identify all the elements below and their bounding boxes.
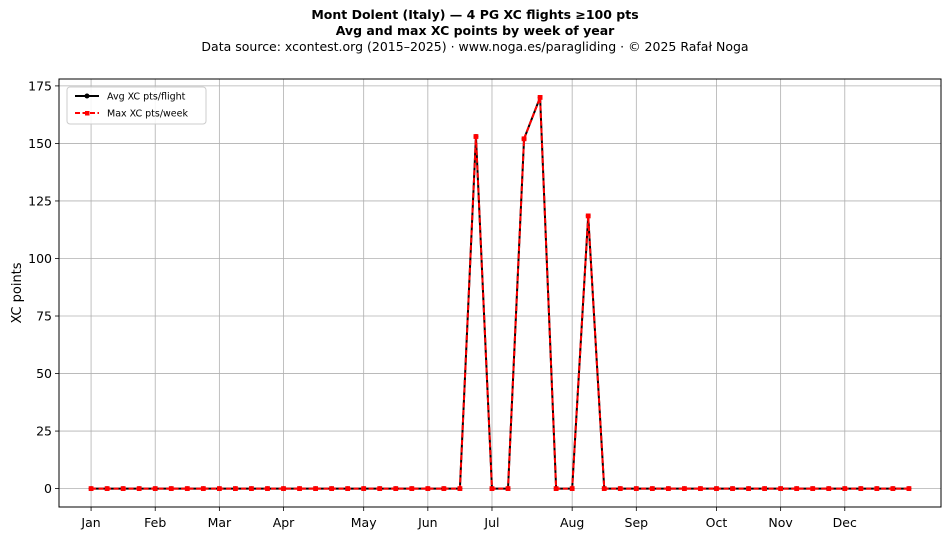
x-tick-label: Apr xyxy=(273,515,295,530)
y-tick-label: 100 xyxy=(28,251,52,266)
max-data-point xyxy=(152,486,158,491)
max-data-point xyxy=(826,486,832,491)
y-tick-label: 50 xyxy=(36,366,52,381)
y-tick-label: 25 xyxy=(36,424,52,439)
max-data-point xyxy=(649,486,655,491)
legend-avg-marker xyxy=(84,93,90,99)
max-data-point xyxy=(553,486,559,491)
max-data-point xyxy=(617,486,623,491)
max-data-point xyxy=(810,486,816,491)
chart-title-block: Mont Dolent (Italy) — 4 PG XC flights ≥1… xyxy=(0,7,950,55)
max-data-point xyxy=(104,486,110,491)
max-data-point xyxy=(345,486,351,491)
series-layer xyxy=(88,95,912,491)
max-data-point xyxy=(521,136,527,142)
x-tick-label: Dec xyxy=(833,515,857,530)
y-tick-label: 175 xyxy=(28,78,52,93)
legend: Avg XC pts/flight Max XC pts/week xyxy=(66,86,207,125)
legend-max-marker xyxy=(85,111,90,116)
tick-layer: Jan Feb Mar Apr May Jun Jul Aug Sep Oct Nov Dec 0 25 5… xyxy=(28,78,857,530)
y-tick-label: 75 xyxy=(36,309,52,324)
max-data-point xyxy=(601,486,607,491)
max-data-point xyxy=(505,486,511,491)
chart-title: Mont Dolent (Italy) — 4 PG XC flights ≥1… xyxy=(311,7,639,22)
x-tick-label: Oct xyxy=(706,515,728,530)
avg-series-line xyxy=(91,96,909,490)
x-tick-label: Mar xyxy=(208,515,232,530)
chart-source-note: Data source: xcontest.org (2015–2025) · … xyxy=(201,39,749,54)
x-tick-label: Nov xyxy=(768,515,793,530)
max-data-point xyxy=(714,486,719,491)
max-data-point xyxy=(746,486,751,491)
max-data-point xyxy=(906,486,912,491)
max-data-point xyxy=(377,486,383,491)
max-data-point xyxy=(249,486,254,491)
max-data-point xyxy=(537,95,543,100)
max-data-point xyxy=(441,486,447,491)
max-data-point xyxy=(778,486,784,491)
y-tick-label: 0 xyxy=(44,481,52,496)
max-data-point xyxy=(665,486,671,491)
max-data-point xyxy=(569,486,575,491)
max-data-point xyxy=(233,486,238,491)
legend-max-label: Max XC pts/week xyxy=(107,109,188,120)
max-data-point xyxy=(297,486,302,491)
max-data-point xyxy=(184,486,190,491)
max-data-point xyxy=(473,134,479,139)
max-series-line xyxy=(91,96,909,490)
max-data-point xyxy=(698,486,703,491)
x-tick-label: Aug xyxy=(560,515,584,530)
y-axis-label: XC points xyxy=(10,262,25,323)
grid-layer xyxy=(59,79,941,507)
max-data-point xyxy=(874,486,880,491)
max-data-point xyxy=(409,486,415,491)
x-tick-label: Jun xyxy=(417,515,438,530)
max-data-point xyxy=(633,486,639,491)
x-tick-label: May xyxy=(351,515,377,530)
max-data-point xyxy=(393,486,399,491)
max-data-point xyxy=(762,486,767,491)
x-tick-label: Sep xyxy=(625,515,649,530)
y-tick-label: 125 xyxy=(28,193,52,208)
legend-avg-label: Avg XC pts/flight xyxy=(107,92,186,103)
max-data-point xyxy=(794,486,800,491)
plot-frame xyxy=(58,78,942,508)
max-data-point xyxy=(842,486,848,491)
max-data-point xyxy=(120,486,126,491)
max-data-point xyxy=(890,486,896,491)
max-data-point xyxy=(265,486,270,491)
max-data-point xyxy=(168,486,174,491)
max-data-point xyxy=(361,486,367,491)
max-data-point xyxy=(585,213,591,219)
y-tick-label: 150 xyxy=(28,136,52,151)
max-data-point xyxy=(858,486,864,491)
x-tick-label: Jul xyxy=(483,515,499,530)
max-data-point xyxy=(730,486,735,491)
max-data-point xyxy=(313,486,318,491)
x-tick-label: Jan xyxy=(80,515,100,530)
max-data-point xyxy=(329,486,335,491)
max-data-point xyxy=(136,486,142,491)
max-data-point xyxy=(489,486,495,491)
max-data-point xyxy=(425,486,431,491)
max-data-point xyxy=(281,486,286,491)
max-data-point xyxy=(457,486,463,491)
max-data-point xyxy=(88,486,94,491)
x-tick-label: Feb xyxy=(144,515,166,530)
max-data-point xyxy=(200,486,206,491)
legend-box xyxy=(66,86,207,125)
max-data-point xyxy=(216,486,222,491)
chart-subtitle: Avg and max XC points by week of year xyxy=(335,23,615,38)
max-data-point xyxy=(682,486,687,491)
